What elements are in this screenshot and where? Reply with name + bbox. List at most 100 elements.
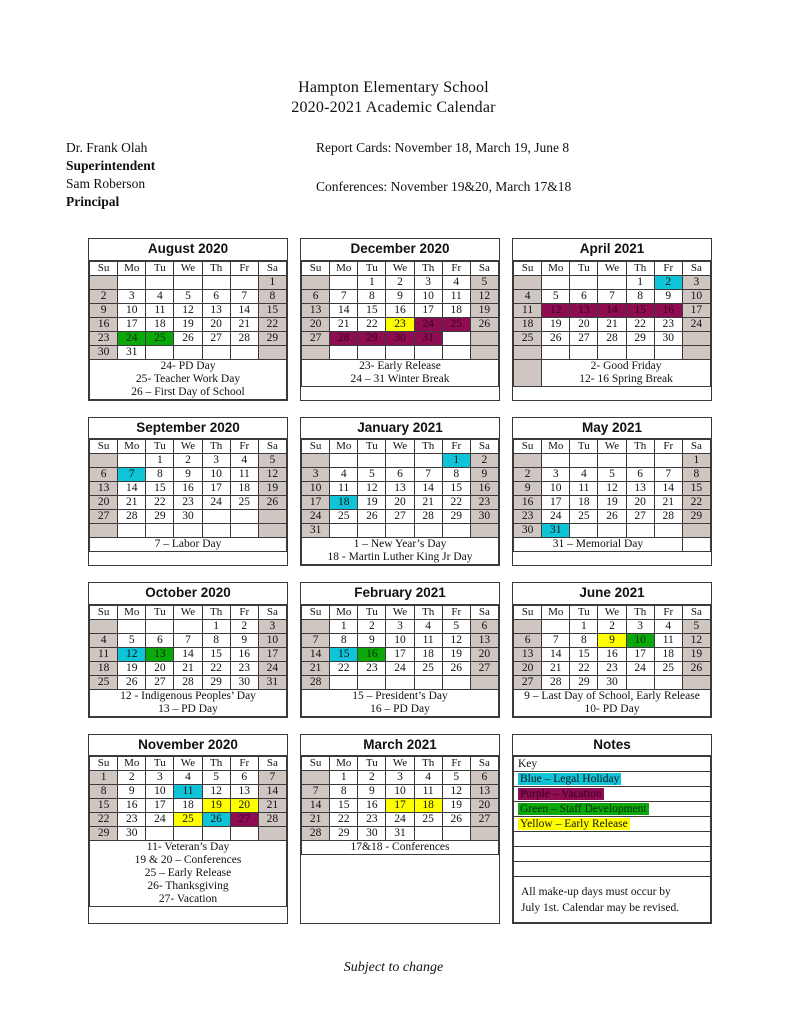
day-cell[interactable]: 13 [300, 302, 331, 318]
day-cell[interactable]: 7 [541, 632, 571, 648]
day-cell[interactable]: 8 [441, 467, 471, 483]
day-cell[interactable]: 8 [569, 632, 599, 648]
day-cell[interactable]: 15 [329, 646, 359, 662]
day-cell[interactable]: 10 [681, 288, 712, 304]
day-cell[interactable]: 28 [653, 509, 683, 525]
day-cell[interactable]: 31 [385, 826, 415, 842]
day-cell[interactable]: 2 [653, 274, 683, 290]
day-cell[interactable]: 3 [145, 770, 175, 786]
day-cell[interactable]: 28 [541, 674, 571, 690]
day-cell[interactable]: 30 [597, 674, 627, 690]
day-cell[interactable]: 10 [145, 784, 175, 800]
day-cell[interactable]: 23 [117, 812, 147, 828]
day-cell[interactable]: 21 [413, 495, 443, 511]
day-cell[interactable]: 15 [145, 481, 175, 497]
day-cell[interactable]: 30 [88, 344, 119, 360]
day-cell[interactable]: 31 [300, 523, 331, 539]
day-cell[interactable]: 2 [357, 618, 387, 634]
day-cell[interactable]: 5 [441, 618, 471, 634]
day-cell[interactable]: 7 [300, 632, 331, 648]
day-cell[interactable]: 10 [201, 467, 231, 483]
day-cell[interactable]: 30 [653, 330, 683, 346]
day-cell[interactable]: 22 [145, 495, 175, 511]
day-cell[interactable]: 12 [597, 481, 627, 497]
day-cell[interactable]: 2 [117, 770, 147, 786]
day-cell[interactable]: 18 [653, 646, 683, 662]
day-cell[interactable]: 3 [257, 618, 288, 634]
day-cell[interactable]: 9 [512, 481, 543, 497]
day-cell[interactable]: 12 [469, 288, 500, 304]
day-cell[interactable]: 28 [597, 330, 627, 346]
day-cell[interactable]: 26 [541, 330, 571, 346]
day-cell[interactable]: 11 [653, 632, 683, 648]
day-cell[interactable]: 1 [257, 274, 288, 290]
day-cell[interactable]: 26 [117, 674, 147, 690]
day-cell[interactable]: 13 [569, 302, 599, 318]
day-cell[interactable]: 4 [173, 770, 203, 786]
day-cell[interactable]: 15 [441, 481, 471, 497]
day-cell[interactable]: 23 [357, 660, 387, 676]
day-cell[interactable]: 18 [441, 302, 471, 318]
day-cell[interactable]: 15 [88, 798, 119, 814]
day-cell[interactable]: 24 [385, 812, 415, 828]
day-cell[interactable]: 1 [625, 274, 655, 290]
day-cell[interactable]: 18 [413, 798, 443, 814]
day-cell[interactable]: 12 [257, 467, 288, 483]
day-cell[interactable]: 27 [512, 674, 543, 690]
day-cell[interactable]: 6 [469, 770, 500, 786]
day-cell[interactable]: 6 [145, 632, 175, 648]
day-cell[interactable]: 9 [357, 784, 387, 800]
day-cell[interactable]: 11 [512, 302, 543, 318]
day-cell[interactable]: 20 [300, 316, 331, 332]
day-cell[interactable]: 31 [541, 523, 571, 539]
day-cell[interactable]: 28 [117, 509, 147, 525]
day-cell[interactable]: 19 [173, 316, 203, 332]
day-cell[interactable]: 25 [173, 812, 203, 828]
day-cell[interactable]: 23 [173, 495, 203, 511]
day-cell[interactable]: 3 [385, 770, 415, 786]
day-cell[interactable]: 28 [413, 509, 443, 525]
day-cell[interactable]: 16 [357, 798, 387, 814]
day-cell[interactable]: 29 [441, 509, 471, 525]
day-cell[interactable]: 6 [229, 770, 259, 786]
day-cell[interactable]: 8 [88, 784, 119, 800]
day-cell[interactable]: 25 [145, 330, 175, 346]
day-cell[interactable]: 17 [625, 646, 655, 662]
day-cell[interactable]: 28 [229, 330, 259, 346]
day-cell[interactable]: 14 [229, 302, 259, 318]
day-cell[interactable]: 22 [329, 660, 359, 676]
day-cell[interactable]: 17 [145, 798, 175, 814]
day-cell[interactable]: 10 [117, 302, 147, 318]
day-cell[interactable]: 9 [117, 784, 147, 800]
day-cell[interactable]: 13 [385, 481, 415, 497]
day-cell[interactable]: 7 [329, 288, 359, 304]
day-cell[interactable]: 31 [257, 674, 288, 690]
day-cell[interactable]: 24 [201, 495, 231, 511]
day-cell[interactable]: 3 [625, 618, 655, 634]
day-cell[interactable]: 27 [469, 812, 500, 828]
day-cell[interactable]: 19 [257, 481, 288, 497]
day-cell[interactable]: 26 [201, 812, 231, 828]
day-cell[interactable]: 24 [681, 316, 712, 332]
day-cell[interactable]: 26 [441, 660, 471, 676]
day-cell[interactable]: 4 [329, 467, 359, 483]
day-cell[interactable]: 4 [569, 467, 599, 483]
day-cell[interactable]: 17 [117, 316, 147, 332]
day-cell[interactable]: 30 [229, 674, 259, 690]
day-cell[interactable]: 25 [653, 660, 683, 676]
day-cell[interactable]: 7 [229, 288, 259, 304]
day-cell[interactable]: 15 [681, 481, 712, 497]
day-cell[interactable]: 3 [541, 467, 571, 483]
day-cell[interactable]: 27 [88, 509, 119, 525]
day-cell[interactable]: 14 [329, 302, 359, 318]
day-cell[interactable]: 18 [145, 316, 175, 332]
day-cell[interactable]: 23 [357, 812, 387, 828]
day-cell[interactable]: 5 [441, 770, 471, 786]
day-cell[interactable]: 16 [117, 798, 147, 814]
day-cell[interactable]: 4 [413, 770, 443, 786]
day-cell[interactable]: 25 [88, 674, 119, 690]
day-cell[interactable]: 8 [329, 784, 359, 800]
day-cell[interactable]: 13 [512, 646, 543, 662]
day-cell[interactable]: 23 [469, 495, 500, 511]
day-cell[interactable]: 15 [625, 302, 655, 318]
